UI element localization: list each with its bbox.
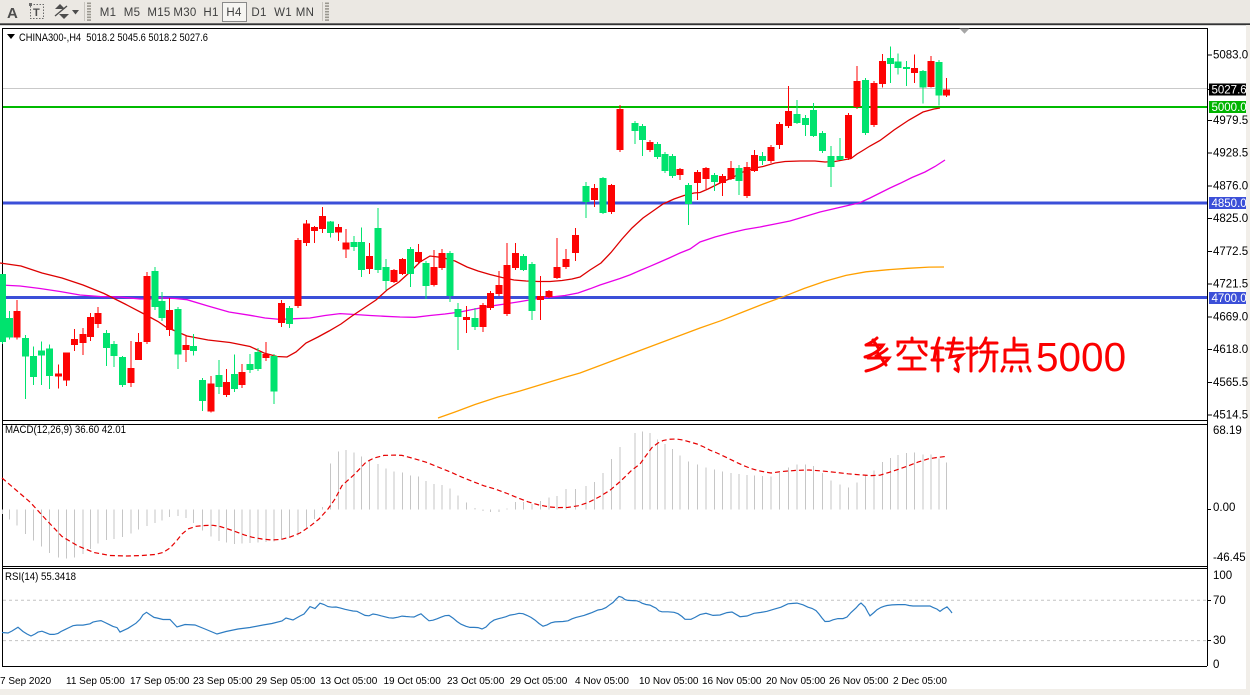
svg-text:4825.0: 4825.0 [1213,213,1248,225]
svg-text:4979.5: 4979.5 [1213,115,1248,127]
svg-text:20 Nov 05:00: 20 Nov 05:00 [766,676,826,687]
svg-text:29 Oct 05:00: 29 Oct 05:00 [510,676,568,687]
svg-text:19 Oct 05:00: 19 Oct 05:00 [384,676,442,687]
svg-text:H1: H1 [203,7,218,19]
svg-text:2 Dec 05:00: 2 Dec 05:00 [893,676,947,687]
svg-text:4772.5: 4772.5 [1213,246,1248,258]
svg-text:D1: D1 [251,7,266,19]
svg-text:4876.0: 4876.0 [1213,181,1248,193]
svg-text:4514.5: 4514.5 [1213,409,1248,421]
svg-text:5083.0: 5083.0 [1213,49,1248,61]
svg-text:17 Sep 05:00: 17 Sep 05:00 [130,676,190,687]
svg-text:5000: 5000 [1036,334,1126,380]
svg-text:7 Sep 2020: 7 Sep 2020 [0,676,52,687]
svg-text:A: A [7,5,18,22]
svg-text:CHINA300-,H4 5018.2 5045.6 50: CHINA300-,H4 5018.2 5045.6 5018.2 5027.6 [19,32,208,44]
svg-text:M15: M15 [147,7,170,19]
svg-text:RSI(14) 55.3418: RSI(14) 55.3418 [5,571,76,583]
svg-text:H4: H4 [226,7,242,19]
svg-text:23 Sep 05:00: 23 Sep 05:00 [193,676,253,687]
svg-text:13 Oct 05:00: 13 Oct 05:00 [320,676,378,687]
svg-text:11 Sep 05:00: 11 Sep 05:00 [66,676,125,687]
svg-text:M5: M5 [124,7,141,19]
svg-text:0.00: 0.00 [1213,502,1235,514]
svg-text:MN: MN [296,7,315,19]
svg-text:M30: M30 [173,7,196,19]
svg-text:100: 100 [1213,570,1232,582]
svg-text:MACD(12,26,9) 36.60 42.01: MACD(12,26,9) 36.60 42.01 [5,424,126,436]
svg-text:0: 0 [1213,659,1219,671]
svg-text:4850.0: 4850.0 [1212,198,1247,210]
svg-text:4721.5: 4721.5 [1213,278,1248,290]
svg-text:29 Sep 05:00: 29 Sep 05:00 [256,676,316,687]
svg-text:W1: W1 [274,7,292,19]
svg-text:T: T [33,7,40,19]
svg-text:4669.0: 4669.0 [1213,312,1248,324]
svg-text:23 Oct 05:00: 23 Oct 05:00 [447,676,505,687]
svg-text:5027.6: 5027.6 [1212,85,1247,97]
svg-text:26 Nov 05:00: 26 Nov 05:00 [829,676,889,687]
svg-text:16 Nov 05:00: 16 Nov 05:00 [702,676,762,687]
svg-text:4618.0: 4618.0 [1213,344,1248,356]
svg-text:30: 30 [1213,635,1226,647]
svg-text:5000.0: 5000.0 [1212,102,1247,114]
svg-text:4700.0: 4700.0 [1212,293,1247,305]
svg-text:4565.5: 4565.5 [1213,377,1248,389]
svg-text:68.19: 68.19 [1213,425,1242,437]
svg-text:4 Nov 05:00: 4 Nov 05:00 [575,676,629,687]
svg-text:-46.45: -46.45 [1213,552,1246,564]
svg-text:10 Nov 05:00: 10 Nov 05:00 [639,676,699,687]
svg-text:M1: M1 [100,7,117,19]
svg-text:4928.5: 4928.5 [1213,147,1248,159]
svg-text:70: 70 [1213,595,1226,607]
